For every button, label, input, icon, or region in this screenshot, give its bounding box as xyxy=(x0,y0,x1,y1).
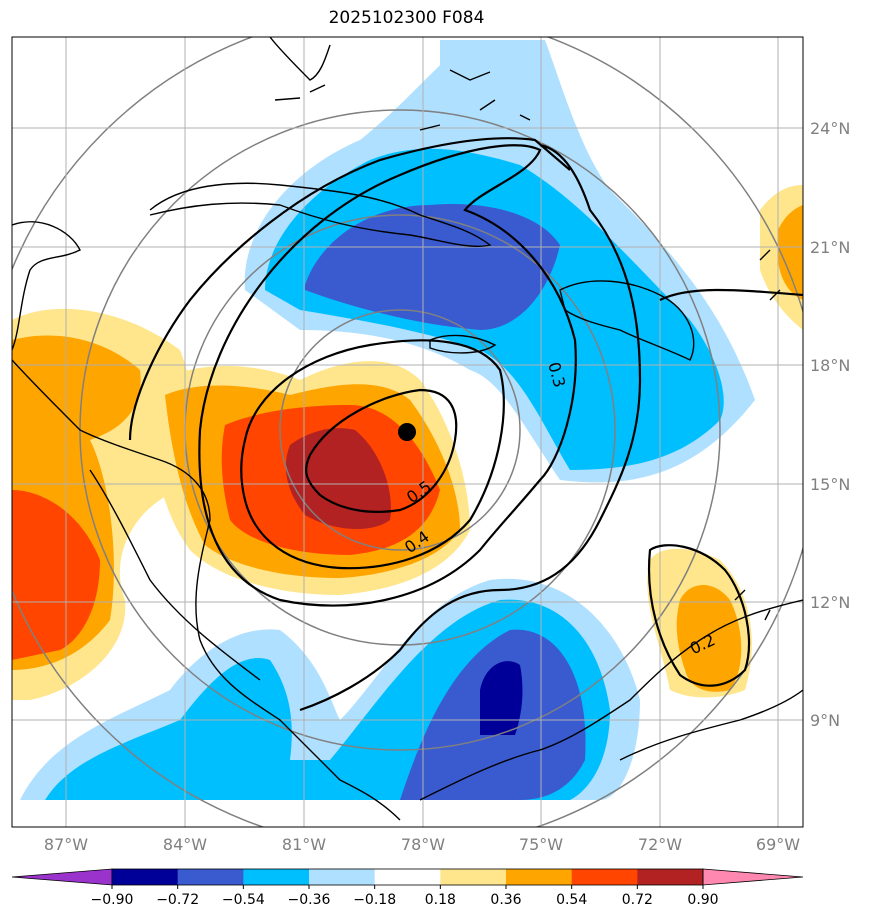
lon-label-72w: 72°W xyxy=(638,835,682,854)
lat-label-12n: 12°N xyxy=(810,593,850,612)
colorbar-tick-label: −0.36 xyxy=(288,892,331,908)
colorbar-segment xyxy=(440,869,507,885)
negative-anomaly-north-3 xyxy=(305,204,560,330)
colorbar-extend-high xyxy=(702,868,804,886)
contour-05 xyxy=(305,388,458,513)
graticule xyxy=(12,37,803,827)
colorbar: −0.90 −0.72 −0.54 −0.36 −0.18 0.18 0.36 0.54 0.7… xyxy=(11,868,804,908)
lon-label-87w: 87°W xyxy=(44,835,88,854)
lon-label-69w: 69°W xyxy=(756,835,800,854)
colorbar-segment xyxy=(637,869,704,885)
colorbar-tick-label: 0.54 xyxy=(556,892,587,908)
colorbar-segment xyxy=(112,869,179,885)
colorbar-tick-label: 0.90 xyxy=(687,892,718,908)
colorbar-segment xyxy=(571,869,638,885)
longitude-labels: 87°W 84°W 81°W 78°W 75°W 72°W 69°W xyxy=(44,835,800,854)
lon-label-84w: 84°W xyxy=(163,835,207,854)
colorbar-segment xyxy=(243,869,310,885)
lon-label-75w: 75°W xyxy=(519,835,563,854)
map-frame xyxy=(11,36,804,828)
shaded-field xyxy=(12,40,803,800)
colorbar-tick-label: 0.36 xyxy=(490,892,521,908)
contour-03-outer xyxy=(128,137,642,712)
colorbar-tick-label: −0.18 xyxy=(353,892,396,908)
lon-label-78w: 78°W xyxy=(401,835,445,854)
colorbar-tick-label: −0.90 xyxy=(91,892,134,908)
contour-04 xyxy=(240,339,505,570)
colorbar-outline xyxy=(111,868,704,886)
lat-label-15n: 15°N xyxy=(810,475,850,494)
lat-label-21n: 21°N xyxy=(810,238,850,257)
lon-label-81w: 81°W xyxy=(282,835,326,854)
colorbar-segment xyxy=(374,869,441,885)
colorbar-tick-label: −0.54 xyxy=(222,892,265,908)
map-title: 2025102300 F084 xyxy=(328,8,485,28)
colorbar-segment xyxy=(177,869,244,885)
lat-label-9n: 9°N xyxy=(810,711,840,730)
contours xyxy=(128,137,803,712)
contour-02-outer xyxy=(659,288,803,301)
colorbar-tick-label: −0.72 xyxy=(156,892,199,908)
colorbar-segment xyxy=(309,869,376,885)
contour-03 xyxy=(198,144,577,607)
storm-center-marker xyxy=(398,423,416,441)
colorbar-extend-low xyxy=(11,868,113,886)
contour-02 xyxy=(647,544,751,687)
map-canvas: 0.5 0.4 0.3 0.2 xyxy=(12,37,803,827)
colorbar-segment xyxy=(506,869,573,885)
lat-label-24n: 24°N xyxy=(810,119,850,138)
latitude-labels: 24°N 21°N 18°N 15°N 12°N 9°N xyxy=(810,119,850,730)
coastlines xyxy=(12,37,803,821)
lat-label-18n: 18°N xyxy=(810,356,850,375)
colorbar-tick-label: 0.18 xyxy=(425,892,456,908)
colorbar-tick-label: 0.72 xyxy=(622,892,653,908)
